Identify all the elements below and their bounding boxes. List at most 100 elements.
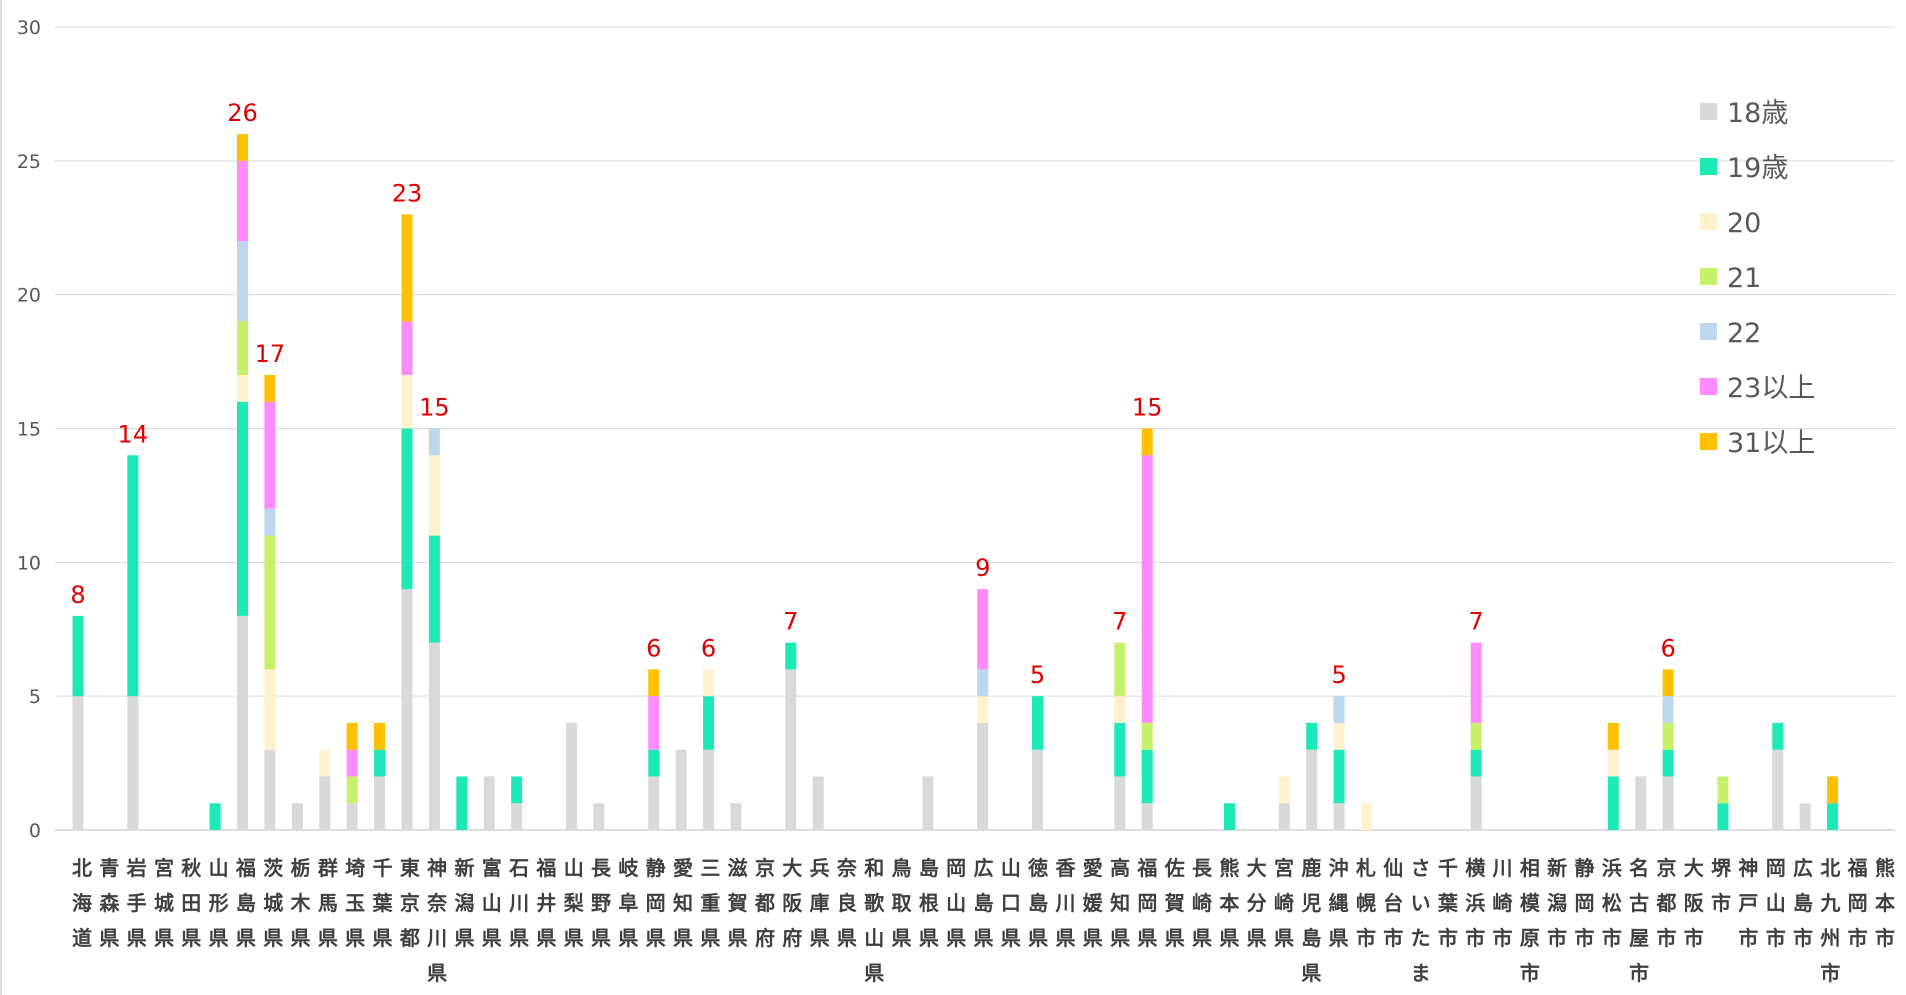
- category-label: 長: [591, 856, 612, 880]
- category-label: 潟: [454, 891, 474, 915]
- category-label: 市: [1656, 926, 1676, 950]
- total-label: 26: [227, 99, 258, 127]
- bars: [72, 134, 1839, 830]
- total-label: 14: [118, 420, 149, 448]
- category-label: 県: [974, 926, 994, 950]
- category-label: 島: [919, 856, 939, 880]
- category-label: 県: [646, 926, 666, 950]
- bar-segment: [1772, 722, 1784, 750]
- bar-segment: [346, 776, 358, 804]
- total-label: 17: [255, 340, 286, 368]
- category-label: 青: [99, 856, 119, 880]
- legend-swatch: [1700, 433, 1717, 450]
- category-label: 沖: [1329, 856, 1349, 880]
- bar-segment: [264, 669, 276, 750]
- bar-segment: [1141, 803, 1153, 830]
- category-label: 京: [400, 891, 420, 915]
- total-label: 15: [419, 394, 450, 422]
- category-label: 城: [263, 891, 283, 915]
- bar-segment: [1470, 642, 1482, 723]
- category-label: 県: [454, 926, 474, 950]
- legend-swatch: [1700, 103, 1717, 120]
- category-label: 府: [782, 926, 802, 950]
- bar-segment: [236, 134, 248, 161]
- y-tick-label: 20: [17, 285, 41, 307]
- category-label: 山: [1766, 891, 1786, 915]
- category-label: 県: [564, 926, 584, 950]
- bar-segment: [1470, 776, 1482, 830]
- bar-segment: [1141, 455, 1153, 723]
- category-label: 愛: [673, 856, 693, 880]
- category-label: 大: [1247, 856, 1267, 880]
- category-label: 県: [1219, 926, 1239, 950]
- bar-segment: [374, 749, 386, 777]
- bar-segment: [1662, 749, 1674, 777]
- legend-label: 22: [1727, 318, 1761, 349]
- bar-segment: [319, 776, 331, 830]
- category-label: 松: [1602, 891, 1622, 915]
- category-label: 愛: [1083, 856, 1103, 880]
- category-label: 鹿: [1301, 856, 1321, 880]
- category-label: い: [1411, 891, 1431, 915]
- category-label: 城: [154, 891, 174, 915]
- category-label: 県: [536, 926, 556, 950]
- category-label: 岩: [126, 856, 147, 880]
- category-label: 根: [919, 891, 939, 915]
- category-label: 横: [1465, 856, 1486, 880]
- category-label: 石: [508, 856, 529, 880]
- bar-segment: [236, 241, 248, 322]
- category-label: 川: [426, 926, 447, 950]
- category-label: 都: [754, 891, 775, 915]
- bar-segment: [922, 776, 934, 830]
- bar-segment: [1032, 749, 1044, 830]
- category-label: 知: [673, 891, 693, 915]
- category-label: 県: [99, 926, 119, 950]
- category-label: 県: [263, 926, 283, 950]
- total-label: 7: [1469, 608, 1484, 636]
- category-label: 札: [1355, 856, 1376, 880]
- category-label: 崎: [1274, 891, 1294, 915]
- category-label: 賀: [1164, 891, 1185, 915]
- y-tick-label: 25: [17, 151, 41, 173]
- category-label: 県: [1110, 926, 1130, 950]
- bar-segment: [703, 749, 715, 830]
- category-label: 梨: [564, 891, 585, 915]
- category-label: 福: [1136, 856, 1157, 880]
- y-axis-ticks: 0 5 10 15 20 25 30: [17, 17, 41, 842]
- category-label: 井: [536, 891, 556, 915]
- category-label: 名: [1629, 856, 1649, 880]
- bar-segment: [977, 722, 989, 830]
- category-label: 県: [591, 926, 611, 950]
- category-label: 県: [1055, 926, 1075, 950]
- bar-segment: [1827, 803, 1839, 830]
- category-label: 台: [1383, 891, 1403, 915]
- bar-segment: [264, 535, 276, 670]
- bar-segment: [648, 749, 660, 777]
- bar-segment: [977, 669, 989, 697]
- total-label: 7: [1112, 608, 1127, 636]
- category-label: 縄: [1329, 891, 1349, 915]
- category-label: 道: [72, 926, 92, 950]
- category-label: 市: [1356, 926, 1376, 950]
- bar-segment: [72, 696, 84, 830]
- total-label: 7: [783, 608, 798, 636]
- category-label: 千: [373, 856, 393, 880]
- category-label: 市: [1547, 926, 1567, 950]
- category-label: 熊: [1219, 856, 1239, 880]
- category-label: 佐: [1164, 856, 1185, 880]
- category-label: 市: [1848, 926, 1868, 950]
- category-label: 京: [1656, 856, 1676, 880]
- category-label: 原: [1520, 926, 1540, 950]
- bar-segment: [1361, 803, 1373, 830]
- category-label: 広: [974, 856, 994, 880]
- category-label: 府: [755, 926, 775, 950]
- category-label: 県: [673, 926, 693, 950]
- category-label: 山: [482, 891, 502, 915]
- category-label: 川: [1492, 856, 1513, 880]
- legend-swatch: [1700, 323, 1717, 340]
- category-label: 山: [864, 926, 884, 950]
- bar-segment: [703, 696, 715, 750]
- bar-segment: [1662, 776, 1674, 830]
- bar-segment: [264, 508, 276, 536]
- category-label: 宮: [1274, 856, 1294, 880]
